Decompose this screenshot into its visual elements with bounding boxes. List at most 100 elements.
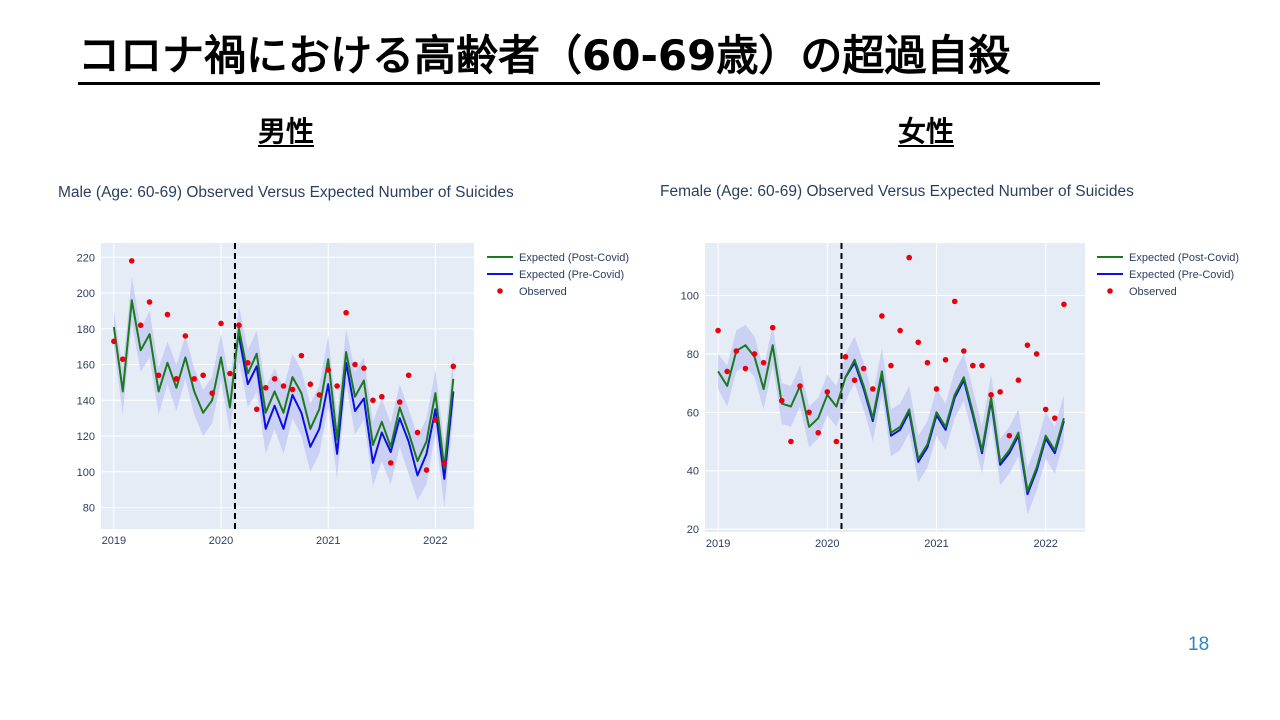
female-observed-point [933, 386, 940, 392]
male-y-tick-label: 120 [77, 431, 95, 443]
female-x-tick-label: 2019 [706, 538, 730, 550]
male-y-tick-label: 100 [77, 467, 95, 479]
female-observed-point [860, 365, 867, 372]
male-observed-point [128, 258, 135, 264]
male-observed-point [370, 397, 376, 404]
male-observed-point [387, 460, 394, 466]
female-observed-point [824, 389, 831, 395]
female-observed-point [997, 389, 1003, 395]
female-observed-point [906, 254, 912, 261]
female-y-tick-label: 100 [681, 291, 699, 303]
male-observed-point [111, 338, 117, 345]
female-observed-point [1051, 415, 1058, 421]
male-legend-label: Expected (Pre-Covid) [519, 269, 624, 281]
male-observed-point [316, 392, 323, 398]
female-observed-point [979, 362, 985, 369]
female-observed-point [915, 339, 922, 346]
male-legend-swatch [497, 288, 503, 294]
male-observed-point [227, 370, 233, 377]
male-chart-title: Male (Age: 60-69) Observed Versus Expect… [58, 184, 514, 201]
female-observed-point [733, 348, 740, 354]
male-pre-covid-line [237, 335, 455, 480]
male-observed-point [405, 372, 412, 379]
female-observed-point [951, 298, 958, 305]
section-heading-male: 男性 [258, 115, 315, 148]
male-observed-point [423, 467, 430, 473]
female-observed-point [769, 324, 776, 331]
female-observed-point [1061, 301, 1067, 308]
male-observed-point [450, 363, 457, 370]
female-y-tick-label: 20 [687, 524, 699, 536]
male-observed-point [325, 367, 332, 373]
female-observed-point [715, 327, 721, 334]
male-x-tick-label: 2021 [316, 535, 340, 547]
female-observed-point [788, 438, 794, 445]
female-plot-area [705, 243, 1085, 532]
female-legend-swatch [1107, 288, 1113, 294]
male-observed-point [262, 384, 269, 391]
male-observed-point [245, 359, 251, 366]
male-observed-point [334, 383, 340, 389]
male-observed-point [271, 376, 278, 382]
male-post-covid-line [112, 299, 455, 470]
female-confidence-band [718, 324, 1064, 515]
male-observed-point [289, 386, 296, 393]
male-y-tick-label: 140 [77, 395, 95, 407]
slide-title: コロナ禍における高齢者（60-69歳）の超過自殺 [78, 30, 1100, 85]
female-x-tick-label: 2022 [1033, 538, 1057, 550]
female-legend-label: Expected (Pre-Covid) [1129, 269, 1234, 281]
male-observed-point [343, 309, 349, 316]
male-observed-point [209, 390, 215, 396]
female-legend-label: Expected (Post-Covid) [1129, 252, 1239, 264]
female-observed-point [742, 365, 749, 372]
male-observed-point [352, 361, 358, 368]
male-x-tick-label: 2020 [209, 535, 233, 547]
female-observed-point [924, 359, 931, 366]
male-y-tick-label: 220 [77, 252, 95, 264]
page-number: 18 [1188, 634, 1210, 655]
male-y-tick-label: 160 [77, 360, 95, 372]
female-observed-point [797, 383, 803, 389]
female-y-tick-label: 60 [687, 407, 699, 419]
section-heading-female: 女性 [898, 115, 955, 148]
female-observed-point [842, 354, 849, 360]
female-chart-title: Female (Age: 60-69) Observed Versus Expe… [660, 183, 1134, 200]
male-observed-point [191, 376, 198, 382]
female-x-tick-label: 2020 [815, 538, 839, 550]
male-observed-point [441, 460, 448, 466]
male-observed-point [137, 322, 144, 329]
female-observed-point [870, 386, 876, 392]
male-y-tick-label: 180 [77, 324, 95, 336]
male-observed-point [146, 299, 153, 305]
female-observed-point [988, 391, 994, 398]
male-confidence-band [113, 277, 454, 508]
male-x-tick-label: 2022 [423, 535, 447, 547]
male-observed-point [164, 311, 171, 318]
female-observed-point [897, 327, 903, 334]
male-observed-point [119, 356, 126, 362]
male-observed-point [307, 381, 314, 388]
male-observed-point [253, 406, 260, 413]
female-observed-point [760, 359, 767, 366]
male-observed-point [182, 333, 189, 339]
female-observed-point [942, 356, 949, 363]
female-observed-point [751, 351, 758, 357]
female-x-tick-label: 2021 [924, 538, 948, 550]
male-y-tick-label: 80 [83, 503, 95, 515]
female-observed-point [1024, 342, 1031, 348]
male-observed-point [432, 417, 439, 423]
female-observed-point [1006, 432, 1013, 439]
male-observed-point [361, 365, 367, 371]
female-observed-point [724, 368, 730, 375]
female-observed-point [888, 362, 894, 369]
female-observed-point [806, 409, 812, 416]
female-y-tick-label: 80 [687, 349, 699, 361]
female-legend-label: Observed [1129, 286, 1177, 298]
female-observed-point [833, 438, 840, 445]
male-observed-point [280, 383, 287, 389]
male-observed-point [298, 352, 305, 359]
male-observed-point [200, 372, 206, 379]
female-observed-point [815, 429, 822, 436]
